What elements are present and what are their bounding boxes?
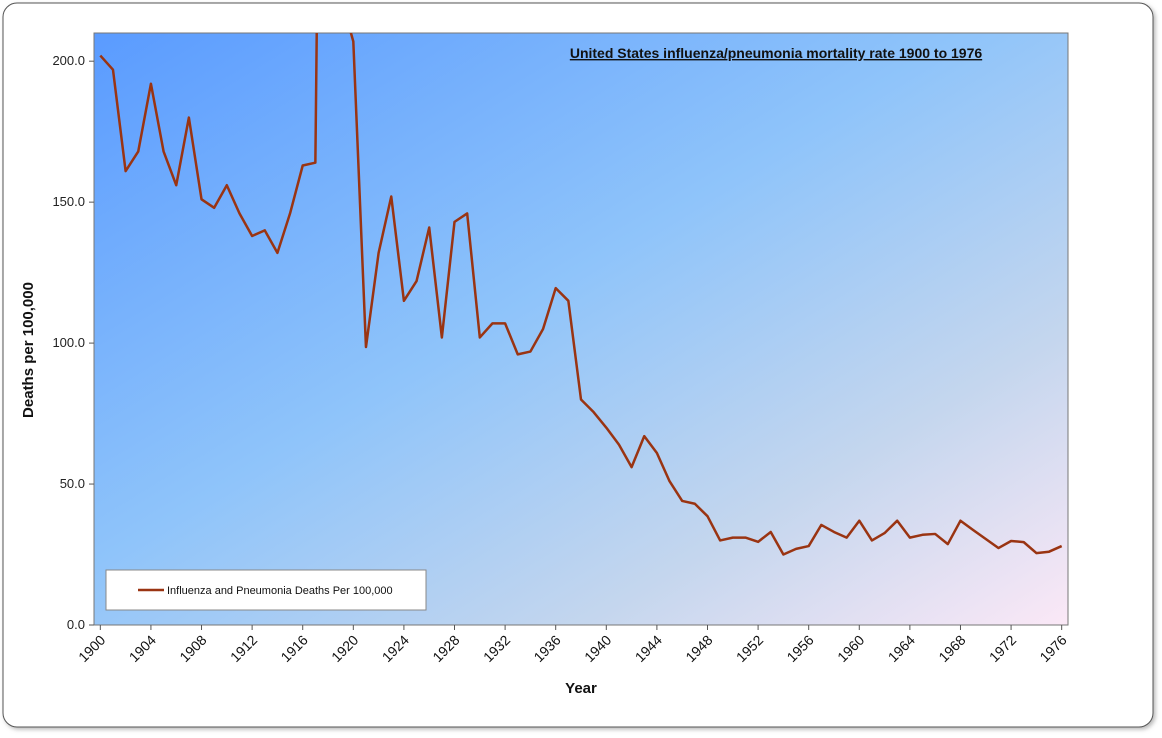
series: [99, 33, 1063, 556]
y-tick-label: 50.0: [60, 476, 85, 491]
y-tick-label: 0.0: [67, 617, 85, 632]
data-line: [99, 33, 1063, 556]
legend-label: Influenza and Pneumonia Deaths Per 100,0…: [167, 585, 393, 597]
plot-area: [93, 32, 1069, 626]
y-axis-label: Deaths per 100,000: [20, 282, 37, 418]
y-tick-label: 150.0: [52, 194, 85, 209]
legend: Influenza and Pneumonia Deaths Per 100,0…: [105, 569, 427, 611]
chart-title: United States influenza/pneumonia mortal…: [570, 45, 983, 61]
y-tick-label: 100.0: [52, 335, 85, 350]
x-axis-label: Year: [565, 680, 597, 697]
y-tick-label: 200.0: [52, 53, 85, 68]
